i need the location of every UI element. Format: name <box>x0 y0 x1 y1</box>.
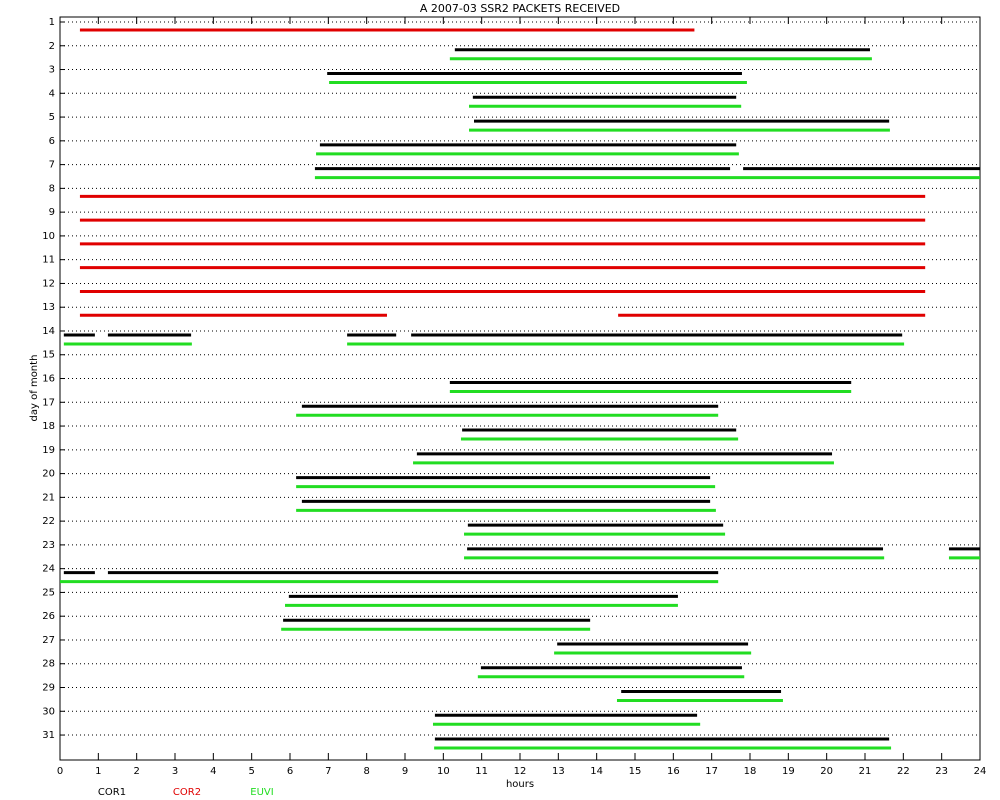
y-tick-label: 22 <box>42 516 55 527</box>
y-tick-label: 29 <box>42 683 55 694</box>
y-tick-label: 15 <box>42 350 55 361</box>
legend-label: COR1 <box>98 787 126 798</box>
y-tick-label: 16 <box>42 374 55 385</box>
y-tick-label: 2 <box>49 41 55 52</box>
x-tick-label: 5 <box>248 766 254 777</box>
y-tick-label: 31 <box>42 730 55 741</box>
y-tick-label: 13 <box>42 302 55 313</box>
x-tick-label: 7 <box>325 766 331 777</box>
y-tick-label: 19 <box>42 445 55 456</box>
x-tick-label: 24 <box>974 766 987 777</box>
y-tick-label: 12 <box>42 278 55 289</box>
x-tick-label: 12 <box>514 766 527 777</box>
y-tick-label: 7 <box>49 160 55 171</box>
x-tick-label: 19 <box>782 766 795 777</box>
x-tick-label: 20 <box>820 766 833 777</box>
x-tick-label: 1 <box>95 766 101 777</box>
y-tick-label: 1 <box>49 17 55 28</box>
y-tick-label: 11 <box>42 255 55 266</box>
chart-title: A 2007-03 SSR2 PACKETS RECEIVED <box>420 2 620 15</box>
x-tick-label: 22 <box>897 766 910 777</box>
x-tick-label: 15 <box>629 766 642 777</box>
x-tick-label: 13 <box>552 766 565 777</box>
y-tick-label: 24 <box>42 564 55 575</box>
x-tick-label: 16 <box>667 766 680 777</box>
x-tick-label: 6 <box>287 766 293 777</box>
y-tick-label: 20 <box>42 469 55 480</box>
x-tick-label: 10 <box>437 766 450 777</box>
y-tick-label: 28 <box>42 659 55 670</box>
x-tick-label: 8 <box>363 766 369 777</box>
y-tick-label: 17 <box>42 397 55 408</box>
y-tick-label: 6 <box>49 136 55 147</box>
x-tick-label: 0 <box>57 766 63 777</box>
y-tick-label: 3 <box>49 65 55 76</box>
legend-label: EUVI <box>250 787 273 798</box>
x-tick-label: 18 <box>744 766 757 777</box>
y-tick-label: 8 <box>49 183 55 194</box>
y-tick-label: 27 <box>42 635 55 646</box>
y-tick-label: 9 <box>49 207 55 218</box>
y-tick-label: 10 <box>42 231 55 242</box>
x-tick-label: 3 <box>172 766 178 777</box>
y-tick-label: 25 <box>42 587 55 598</box>
x-tick-label: 21 <box>859 766 872 777</box>
x-tick-label: 17 <box>705 766 718 777</box>
x-tick-label: 2 <box>133 766 139 777</box>
x-tick-label: 9 <box>402 766 408 777</box>
x-axis-label: hours <box>506 779 534 790</box>
x-tick-label: 4 <box>210 766 216 777</box>
x-tick-label: 14 <box>590 766 603 777</box>
legend-label: COR2 <box>173 787 201 798</box>
x-tick-label: 11 <box>475 766 488 777</box>
x-tick-label: 23 <box>935 766 948 777</box>
y-tick-label: 21 <box>42 492 55 503</box>
y-axis-label: day of month <box>29 355 40 422</box>
y-tick-label: 5 <box>49 112 55 123</box>
y-tick-label: 30 <box>42 706 55 717</box>
y-tick-label: 23 <box>42 540 55 551</box>
y-tick-label: 26 <box>42 611 55 622</box>
y-tick-label: 4 <box>49 88 55 99</box>
y-tick-label: 18 <box>42 421 55 432</box>
y-tick-label: 14 <box>42 326 55 337</box>
